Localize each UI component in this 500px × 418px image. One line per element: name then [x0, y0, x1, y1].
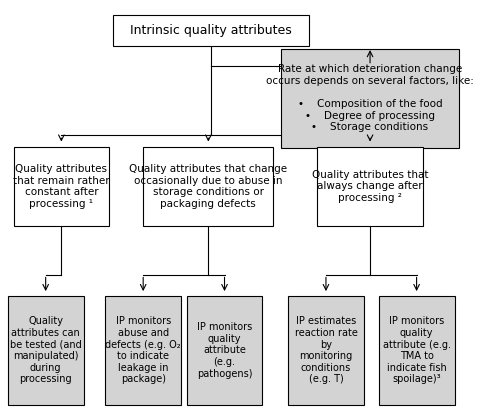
Text: IP monitors
quality
attribute
(e.g.
pathogens): IP monitors quality attribute (e.g. path… — [197, 322, 252, 379]
Text: Quality attributes that change
occasionally due to abuse in
storage conditions o: Quality attributes that change occasiona… — [130, 164, 288, 209]
Text: Quality
attributes can
be tested (and
manipulated)
during
processing: Quality attributes can be tested (and ma… — [10, 316, 82, 384]
FancyBboxPatch shape — [288, 296, 364, 405]
FancyBboxPatch shape — [186, 296, 262, 405]
FancyBboxPatch shape — [144, 147, 274, 227]
FancyBboxPatch shape — [280, 49, 460, 148]
Text: IP monitors
quality
attribute (e.g.
TMA to
indicate fish
spoilage)³: IP monitors quality attribute (e.g. TMA … — [382, 316, 450, 384]
FancyBboxPatch shape — [14, 147, 109, 227]
Text: Quality attributes
that remain rather
constant after
processing ¹: Quality attributes that remain rather co… — [13, 164, 110, 209]
FancyBboxPatch shape — [105, 296, 181, 405]
Text: IP estimates
reaction rate
by
monitoring
conditions
(e.g. T): IP estimates reaction rate by monitoring… — [294, 316, 358, 384]
FancyBboxPatch shape — [113, 15, 309, 46]
Text: Intrinsic quality attributes: Intrinsic quality attributes — [130, 24, 292, 37]
FancyBboxPatch shape — [378, 296, 454, 405]
FancyBboxPatch shape — [318, 147, 422, 227]
Text: Quality attributes that
always change after
processing ²: Quality attributes that always change af… — [312, 170, 428, 203]
FancyBboxPatch shape — [8, 296, 84, 405]
Text: IP monitors
abuse and
defects (e.g. O₂
to indicate
leakage in
package): IP monitors abuse and defects (e.g. O₂ t… — [106, 316, 181, 384]
Text: Rate at which deterioration change
occurs depends on several factors, like:

•  : Rate at which deterioration change occur… — [266, 64, 474, 133]
